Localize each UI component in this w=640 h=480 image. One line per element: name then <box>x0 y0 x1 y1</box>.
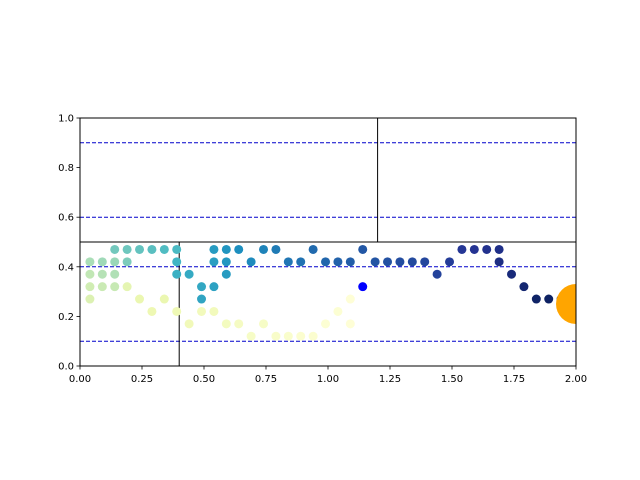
scatter-point <box>407 257 417 267</box>
scatter-point <box>321 257 331 267</box>
scatter-point <box>308 331 318 341</box>
scatter-point <box>159 244 169 254</box>
scatter-point <box>308 244 318 254</box>
scatter-point <box>209 257 219 267</box>
scatter-point <box>97 282 107 292</box>
x-tick-label: 0.50 <box>193 374 215 385</box>
scatter-point <box>321 319 331 329</box>
scatter-point <box>333 257 343 267</box>
scatter-point <box>172 244 182 254</box>
scatter-point <box>122 282 132 292</box>
x-axis: 0.00 0.25 0.50 0.75 1.00 1.25 1.50 1.75 2.00 <box>69 366 587 385</box>
scatter-point <box>345 257 355 267</box>
y-tick-label: 0.4 <box>58 262 74 273</box>
y-tick-label: 0.8 <box>58 163 74 174</box>
scatter-point <box>135 244 145 254</box>
scatter-point <box>85 269 95 279</box>
x-tick-label: 0.75 <box>255 374 277 385</box>
scatter-point <box>172 269 182 279</box>
scatter-point <box>271 331 281 341</box>
scatter-point <box>172 306 182 316</box>
scatter-point <box>234 319 244 329</box>
scatter-point <box>494 257 504 267</box>
scatter-point <box>246 257 256 267</box>
scatter-point <box>221 257 231 267</box>
scatter-point <box>85 294 95 304</box>
scatter-point <box>383 257 393 267</box>
scatter-point <box>345 319 355 329</box>
scatter-point <box>110 282 120 292</box>
scatter-point <box>507 269 517 279</box>
x-tick-label: 2.00 <box>565 374 587 385</box>
scatter-point <box>97 257 107 267</box>
scatter-point <box>85 257 95 267</box>
scatter-point <box>296 257 306 267</box>
scatter-point <box>358 244 368 254</box>
x-tick-label: 0.00 <box>69 374 91 385</box>
scatter-point <box>370 257 380 267</box>
scatter-point <box>110 244 120 254</box>
y-tick-label: 1.0 <box>58 114 74 125</box>
highlight-point <box>358 282 368 292</box>
scatter-point <box>296 331 306 341</box>
scatter-point <box>209 282 219 292</box>
scatter-point <box>420 257 430 267</box>
scatter-point <box>172 257 182 267</box>
y-tick-label: 0.6 <box>58 213 74 224</box>
x-tick-label: 1.75 <box>503 374 525 385</box>
scatter-point <box>184 269 194 279</box>
y-tick-label: 0.2 <box>58 312 74 323</box>
scatter-point <box>333 306 343 316</box>
scatter-point <box>457 244 467 254</box>
scatter-point <box>221 244 231 254</box>
x-tick-label: 1.25 <box>379 374 401 385</box>
scatter-point <box>469 244 479 254</box>
scatter-point <box>221 319 231 329</box>
scatter-point <box>519 282 529 292</box>
scatter-point <box>494 244 504 254</box>
scatter-point <box>147 306 157 316</box>
scatter-point <box>85 282 95 292</box>
scatter-point <box>482 244 492 254</box>
scatter-point <box>97 269 107 279</box>
scatter-point <box>395 257 405 267</box>
scatter-point <box>184 319 194 329</box>
scatter-point <box>246 331 256 341</box>
y-tick-label: 0.0 <box>58 362 74 373</box>
scatter-point <box>122 244 132 254</box>
scatter-point <box>345 294 355 304</box>
scatter-point <box>544 294 554 304</box>
scatter-point <box>110 257 120 267</box>
scatter-point <box>271 244 281 254</box>
highlight-points <box>358 282 576 324</box>
scatter-point <box>135 294 145 304</box>
scatter-point <box>259 244 269 254</box>
x-tick-label: 1.00 <box>317 374 339 385</box>
scatter-point <box>283 257 293 267</box>
scatter-point <box>110 269 120 279</box>
scatter-point <box>209 244 219 254</box>
scatter-point <box>159 294 169 304</box>
large-highlight-point <box>556 284 576 324</box>
scatter-point <box>445 257 455 267</box>
scatter-point <box>531 294 541 304</box>
data-points <box>85 244 566 341</box>
scatter-point <box>221 269 231 279</box>
scatter-point <box>197 306 207 316</box>
scatter-point <box>147 244 157 254</box>
scatter-point <box>259 319 269 329</box>
reference-lines <box>80 118 576 366</box>
scatter-point <box>122 257 132 267</box>
y-axis: 0.0 0.2 0.4 0.6 0.8 1.0 <box>58 114 80 373</box>
scatter-point <box>209 306 219 316</box>
scatter-point <box>197 294 207 304</box>
scatter-point <box>283 331 293 341</box>
x-tick-label: 1.50 <box>441 374 463 385</box>
scatter-point <box>197 282 207 292</box>
x-tick-label: 0.25 <box>131 374 153 385</box>
scatter-point <box>234 244 244 254</box>
scatter-point <box>432 269 442 279</box>
